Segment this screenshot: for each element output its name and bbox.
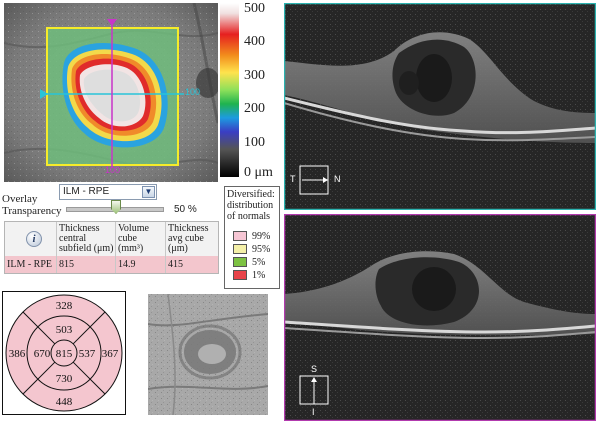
etdrs-center-value: 815 (56, 348, 73, 360)
colorbar-tick: 100 (244, 135, 265, 150)
oct-scan-border (283, 213, 597, 422)
horizontal-line-label: 100 (185, 87, 201, 97)
etdrs-inner-temporal: 670 (34, 348, 51, 360)
oct-scan-vertical[interactable]: S I (283, 213, 597, 422)
colorbar-tick: 400 (244, 34, 265, 49)
normative-legend: Diversified: distribution of normals 99%… (224, 186, 280, 289)
chevron-down-icon[interactable]: ▼ (142, 186, 155, 198)
thickness-colorbar: 500 400 300 200 100 0 μm (220, 1, 282, 182)
legend-title: Diversified: distribution of normals (227, 189, 275, 222)
legend-swatch-99 (233, 231, 247, 241)
row-label: ILM - RPE (7, 259, 52, 270)
legend-label: 99% (252, 231, 271, 242)
table-cell: 815 (59, 259, 74, 270)
colorbar-gradient (220, 3, 239, 177)
legend-label: 5% (252, 257, 266, 268)
column-header: Thickness avg cube (μm) (168, 223, 209, 254)
legend-label: 95% (252, 244, 271, 255)
transparency-value: 50 % (174, 204, 197, 215)
etdrs-grid: 815 503 670 537 730 328 386 367 448 (2, 291, 126, 415)
etdrs-outer-nasal: 367 (102, 348, 119, 360)
thickness-map-image[interactable]: 100 100 (4, 3, 218, 182)
thickness-summary-table: i Thickness central subfield (μm) Volume… (4, 221, 219, 274)
oct-scan-vertical-svg (283, 213, 597, 422)
etdrs-outer-inferior: 448 (56, 396, 73, 408)
oct-scan-horizontal[interactable]: T N (283, 2, 597, 211)
orientation-label-nasal: N (334, 174, 341, 184)
colorbar-tick: 500 (244, 1, 265, 16)
layer-select-dropdown[interactable]: ILM - RPE ▼ (59, 184, 157, 200)
table-cell: 14.9 (118, 259, 136, 270)
legend-label: 1% (252, 270, 266, 281)
legend-swatch-5 (233, 257, 247, 267)
table-row (5, 256, 218, 273)
overlay-transparency-label: Overlay Transparency (2, 193, 62, 217)
fundus-photo-svg (147, 293, 269, 416)
layer-select-value: ILM - RPE (63, 186, 110, 197)
etdrs-inner-inferior: 730 (56, 373, 73, 385)
etdrs-inner-superior: 503 (56, 324, 73, 336)
thickness-map-svg (4, 3, 218, 182)
etdrs-inner-nasal: 537 (79, 348, 96, 360)
oct-scan-border (283, 2, 597, 211)
vertical-line-label: 100 (105, 165, 121, 175)
transparency-slider-thumb[interactable] (111, 200, 121, 214)
etdrs-outer-temporal: 386 (9, 348, 26, 360)
table-cell: 415 (168, 259, 183, 270)
colorbar-tick: 200 (244, 101, 265, 116)
colorbar-tick: 0 μm (244, 165, 273, 180)
etdrs-outer-superior: 328 (56, 300, 73, 312)
etdrs-grid-svg: 815 503 670 537 730 328 386 367 448 (2, 291, 126, 415)
orientation-label-inferior: I (312, 407, 315, 417)
colorbar-tick: 300 (244, 68, 265, 83)
fundus-photo[interactable] (147, 293, 269, 416)
column-header: Volume cube (mm³) (118, 223, 149, 254)
oct-scan-horizontal-svg (283, 2, 597, 211)
orientation-label-superior: S (311, 364, 318, 374)
legend-swatch-1 (233, 270, 247, 280)
info-icon[interactable]: i (26, 231, 42, 247)
column-header: Thickness central subfield (μm) (59, 223, 114, 254)
orientation-label-temporal: T (290, 174, 296, 184)
legend-swatch-95 (233, 244, 247, 254)
